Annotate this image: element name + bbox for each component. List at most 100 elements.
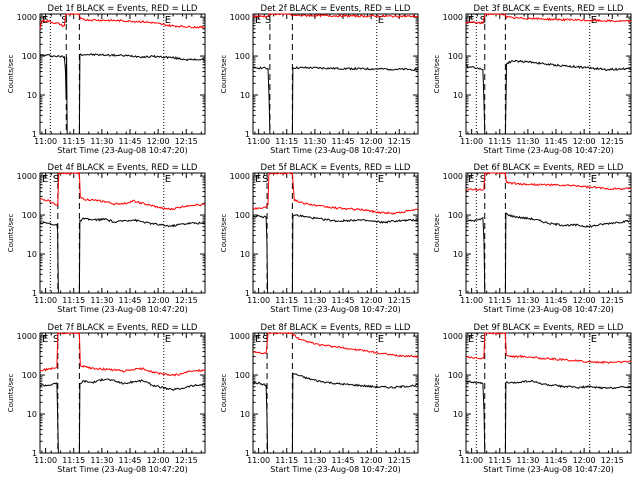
x-tick-label: 11:45 bbox=[544, 296, 567, 305]
chart-title: Det 4f BLACK = Events, RED = LLD bbox=[48, 163, 198, 173]
y-tick-label: 100 bbox=[22, 211, 37, 220]
lld-series-line bbox=[465, 13, 632, 25]
marker-label-e: E bbox=[255, 174, 261, 185]
x-tick-label: 11:30 bbox=[516, 137, 539, 146]
x-tick-label: 11:45 bbox=[544, 137, 567, 146]
marker-label-s: S bbox=[53, 174, 59, 185]
y-axis-label: Counts/sec bbox=[220, 55, 228, 94]
marker-label-e: E bbox=[468, 334, 474, 345]
x-tick-label: 11:00 bbox=[34, 456, 57, 465]
y-tick-label: 1 bbox=[245, 289, 250, 298]
marker-label-e: E bbox=[378, 15, 384, 26]
chart-panel-9: Det 9f BLACK = Events, RED = LLD 1 10 100 10… bbox=[433, 323, 632, 474]
plot-frame bbox=[465, 13, 632, 135]
events-series-line bbox=[465, 59, 632, 135]
chart-title: Det 7f BLACK = Events, RED = LLD bbox=[48, 323, 198, 333]
chart-panel-8: Det 8f BLACK = Events, RED = LLD 1 10 100 10… bbox=[220, 323, 419, 474]
plot-frame bbox=[252, 13, 419, 135]
marker-label-s: S bbox=[61, 15, 67, 26]
x-tick-label: 12:15 bbox=[601, 456, 624, 465]
lld-series-line bbox=[252, 332, 419, 359]
x-tick-label: 11:30 bbox=[516, 456, 539, 465]
chart-panel-5: Det 5f BLACK = Events, RED = LLD 1 10 100 10… bbox=[220, 163, 419, 314]
y-tick-label: 1 bbox=[458, 289, 463, 298]
y-tick-label: 10 bbox=[27, 410, 37, 419]
x-tick-label: 11:00 bbox=[34, 296, 57, 305]
marker-label-e: E bbox=[378, 334, 384, 345]
marker-label-s: S bbox=[262, 174, 268, 185]
x-tick-label: 11:15 bbox=[275, 137, 298, 146]
x-tick-label: 11:00 bbox=[34, 137, 57, 146]
marker-label-e: E bbox=[165, 174, 171, 185]
lld-series-line bbox=[252, 13, 419, 18]
plot-frame bbox=[465, 332, 632, 454]
x-tick-label: 12:00 bbox=[573, 456, 596, 465]
marker-label-s: S bbox=[480, 174, 486, 185]
y-axis-label: Counts/sec bbox=[220, 214, 228, 253]
chart-title: Det 3f BLACK = Events, RED = LLD bbox=[474, 4, 624, 14]
x-axis-label: Start Time (23-Aug-08 10:47:20) bbox=[57, 146, 188, 155]
x-axis-label: Start Time (23-Aug-08 10:47:20) bbox=[57, 465, 188, 474]
x-tick-label: 11:15 bbox=[488, 296, 511, 305]
x-tick-label: 11:45 bbox=[118, 137, 141, 146]
y-tick-label: 100 bbox=[235, 52, 250, 61]
chart-panel-3: Det 3f BLACK = Events, RED = LLD 1 10 100 10… bbox=[433, 4, 632, 155]
lld-series-line bbox=[466, 332, 632, 365]
chart-title: Det 6f BLACK = Events, RED = LLD bbox=[474, 163, 624, 173]
x-tick-label: 12:15 bbox=[388, 456, 411, 465]
lld-series-line bbox=[252, 172, 418, 215]
chart-title: Det 9f BLACK = Events, RED = LLD bbox=[474, 323, 624, 333]
x-tick-label: 12:00 bbox=[573, 296, 596, 305]
x-tick-label: 12:00 bbox=[573, 137, 596, 146]
x-axis-label: Start Time (23-Aug-08 10:47:20) bbox=[57, 305, 188, 314]
y-tick-label: 10 bbox=[453, 91, 463, 100]
y-tick-label: 1 bbox=[245, 449, 250, 458]
plot-frame bbox=[39, 172, 206, 294]
y-tick-label: 1000 bbox=[443, 332, 463, 341]
x-tick-label: 11:00 bbox=[460, 296, 483, 305]
y-tick-label: 1000 bbox=[230, 332, 250, 341]
y-tick-label: 1000 bbox=[230, 13, 250, 22]
x-tick-label: 11:45 bbox=[544, 456, 567, 465]
y-tick-label: 1000 bbox=[17, 13, 37, 22]
x-tick-label: 11:45 bbox=[331, 456, 354, 465]
events-series-line bbox=[252, 372, 419, 454]
x-tick-label: 11:30 bbox=[90, 456, 113, 465]
y-tick-label: 100 bbox=[22, 371, 37, 380]
y-axis-label: Counts/sec bbox=[433, 374, 441, 413]
chart-title: Det 5f BLACK = Events, RED = LLD bbox=[261, 163, 411, 173]
y-tick-label: 1 bbox=[458, 449, 463, 458]
marker-label-e: E bbox=[591, 174, 597, 185]
x-tick-label: 11:45 bbox=[331, 296, 354, 305]
x-tick-label: 12:15 bbox=[601, 296, 624, 305]
y-tick-label: 10 bbox=[27, 250, 37, 259]
x-tick-label: 12:15 bbox=[175, 137, 198, 146]
events-series-line bbox=[465, 379, 632, 454]
x-tick-label: 11:30 bbox=[303, 296, 326, 305]
y-tick-label: 1 bbox=[32, 289, 37, 298]
y-tick-label: 10 bbox=[240, 91, 250, 100]
marker-label-e: E bbox=[42, 334, 48, 345]
y-tick-label: 1000 bbox=[17, 172, 37, 181]
y-tick-label: 100 bbox=[235, 211, 250, 220]
marker-label-e: E bbox=[591, 334, 597, 345]
y-tick-label: 1 bbox=[245, 130, 250, 139]
plot-frame bbox=[39, 332, 206, 454]
y-tick-label: 100 bbox=[448, 52, 463, 61]
y-tick-label: 10 bbox=[240, 410, 250, 419]
marker-label-e: E bbox=[468, 174, 474, 185]
y-tick-label: 1000 bbox=[443, 13, 463, 22]
x-tick-label: 11:45 bbox=[118, 456, 141, 465]
x-axis-label: Start Time (23-Aug-08 10:47:20) bbox=[483, 305, 614, 314]
x-tick-label: 11:30 bbox=[90, 137, 113, 146]
chart-panel-7: Det 7f BLACK = Events, RED = LLD 1 10 100 10… bbox=[7, 323, 206, 474]
x-axis-label: Start Time (23-Aug-08 10:47:20) bbox=[270, 465, 401, 474]
x-tick-label: 12:00 bbox=[360, 456, 383, 465]
x-tick-label: 11:15 bbox=[62, 137, 85, 146]
marker-label-e: E bbox=[378, 174, 384, 185]
y-axis-label: Counts/sec bbox=[7, 55, 15, 94]
x-tick-label: 11:45 bbox=[331, 137, 354, 146]
x-tick-label: 12:00 bbox=[360, 296, 383, 305]
y-tick-label: 1 bbox=[32, 130, 37, 139]
x-tick-label: 12:00 bbox=[360, 137, 383, 146]
